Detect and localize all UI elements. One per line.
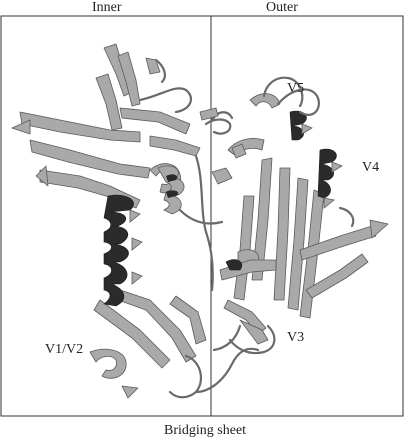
outer-strand-v5: [249, 93, 281, 109]
outer-arrowhead-1: [369, 219, 389, 239]
v1v2-loop: [89, 348, 127, 379]
inner-strand-5: [29, 139, 151, 179]
connector-loop: [194, 154, 214, 292]
footer-caption: Bridging sheet: [164, 423, 247, 438]
outer-header: Outer: [266, 0, 298, 15]
label-v4: V4: [362, 160, 380, 175]
inner-arrowhead-3: [121, 385, 139, 399]
outer-strand-1: [251, 157, 273, 281]
outer-helix-v4: [317, 148, 337, 199]
outer-strand-7: [299, 225, 377, 261]
inner-strand-4: [19, 111, 141, 143]
label-v3: V3: [287, 330, 305, 345]
v5-loop: [276, 88, 320, 116]
outer-strand-8: [305, 253, 369, 299]
inner-long-helix: [103, 194, 134, 307]
outer-strand-2: [273, 167, 291, 301]
inner-header: Inner: [92, 0, 122, 15]
inner-strand-8: [149, 135, 201, 157]
inner-arrowhead-1: [11, 119, 31, 135]
outer-arrowhead-2: [239, 319, 269, 345]
outer-strand-5: [233, 195, 255, 301]
inner-strand-9: [93, 299, 171, 369]
label-v5: V5: [287, 81, 305, 96]
inner-arrowhead-2: [35, 165, 49, 187]
inner-strand-10: [117, 289, 197, 363]
label-v1v2: V1/V2: [45, 342, 84, 357]
inner-strand-11: [169, 295, 207, 345]
inner-strand-3: [95, 73, 123, 131]
inner-strand-tip: [145, 57, 161, 75]
figure-frame: [0, 15, 404, 417]
outer-strand-6: [219, 259, 277, 281]
inner-loop-1: [138, 87, 193, 114]
v3-loop: [228, 324, 276, 355]
outer-strand-3: [287, 177, 309, 311]
inner-strand-2: [117, 51, 141, 107]
outer-loop-knot: [204, 118, 232, 135]
inner-strand-7: [119, 107, 191, 135]
